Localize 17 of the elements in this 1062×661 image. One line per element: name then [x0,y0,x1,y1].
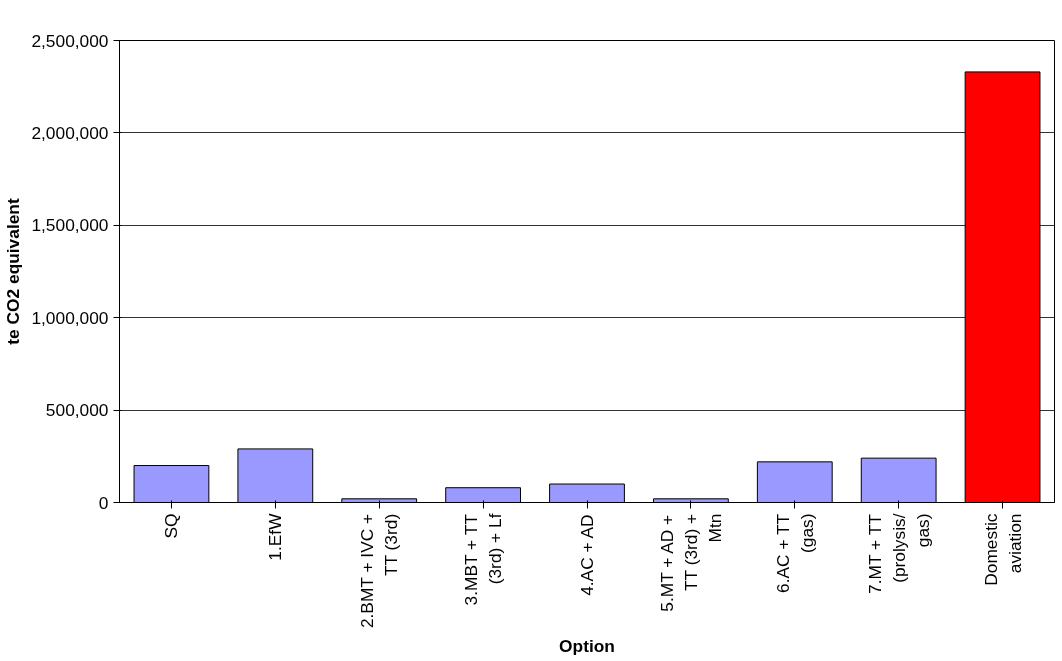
y-tick-label: 1,000,000 [31,307,109,328]
y-tick-label: 0 [98,492,109,513]
y-tick-label: 2,500,000 [31,30,109,51]
x-tick-label: SQ [161,513,182,539]
y-tick-label: 1,500,000 [31,215,109,236]
x-tick-label: 1.EfW [265,512,286,561]
x-tick-label: 2.BMT + IVC + TT (3rd) [357,513,402,629]
x-tick-label: 6.AC + TT (gas) [772,513,817,593]
x-tick-label: 3.MBT + TT (3rd) + Lf [461,513,506,606]
y-tick-label: 500,000 [45,400,109,421]
x-tick-label: 4.AC + AD [577,514,597,596]
x-tick-label: 5.MT + AD + TT (3rd) + Mtn [656,513,725,612]
y-axis-title: te CO2 equivalent [3,198,24,345]
x-tick-label: 7.MT + TT (prolysis/ gas) [864,513,933,594]
x-axis-title: Option [559,636,615,657]
x-tick-label: Domestic aviation [980,513,1025,586]
y-tick-label: 2,000,000 [31,122,109,143]
